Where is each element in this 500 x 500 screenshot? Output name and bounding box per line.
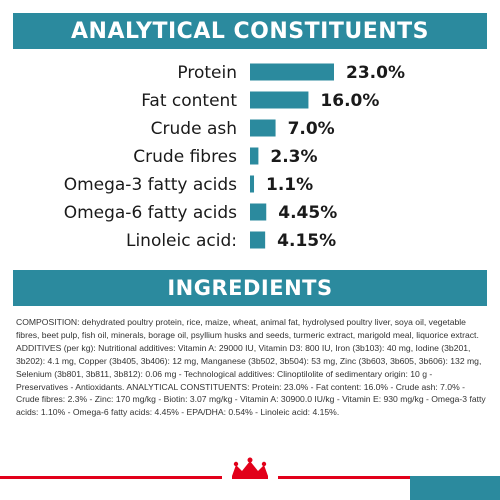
bar-omega-3-fatty-acids [250, 175, 255, 193]
bar-crude-ash [250, 119, 276, 137]
bar-crude-fibres [250, 147, 259, 165]
value-label-omega-6-fatty-acids: 4.45% [278, 203, 337, 223]
value-label-fat-content: 16.0% [320, 91, 379, 111]
category-label-omega-3-fatty-acids: Omega-3 fatty acids [64, 175, 237, 195]
bar-fat-content [250, 91, 309, 109]
footer-teal-corner [410, 476, 500, 500]
category-label-crude-ash: Crude ash [151, 119, 237, 139]
composition-text: COMPOSITION: dehydrated poultry protein,… [16, 317, 486, 418]
value-label-crude-ash: 7.0% [288, 119, 335, 139]
bar-linoleic-acid [250, 231, 266, 249]
analytical-constituents-banner: ANALYTICAL CONSTITUENTS [13, 13, 487, 49]
value-label-linoleic-acid: 4.15% [277, 231, 336, 251]
category-label-fat-content: Fat content [141, 91, 237, 111]
crown-icon-graphic [232, 457, 268, 479]
category-label-crude-fibres: Crude fibres [133, 147, 237, 167]
ingredients-banner: INGREDIENTS [13, 270, 487, 306]
value-label-protein: 23.0% [346, 63, 405, 83]
analytical-constituents-title: ANALYTICAL CONSTITUENTS [71, 18, 429, 44]
bar-omega-6-fatty-acids [250, 203, 267, 221]
bar-protein [250, 63, 334, 81]
value-label-omega-3-fatty-acids: 1.1% [266, 175, 313, 195]
category-label-linoleic-acid: Linoleic acid: [126, 231, 237, 251]
value-label-crude-fibres: 2.3% [270, 147, 317, 167]
category-label-protein: Protein [177, 63, 237, 83]
constituents-bar-chart: Protein 23.0% Fat content 16.0% Crude ash 7.0… [64, 63, 405, 251]
ingredients-title: INGREDIENTS [167, 276, 333, 300]
royal-canin-crown-icon [222, 456, 278, 482]
category-label-omega-6-fatty-acids: Omega-6 fatty acids [64, 203, 237, 223]
